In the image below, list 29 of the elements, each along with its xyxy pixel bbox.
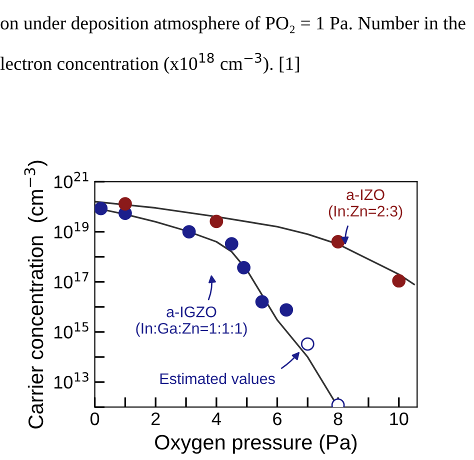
x-tick-label: 4 <box>212 412 221 426</box>
point <box>224 237 238 251</box>
y-tick-label: 10$^{19}$ <box>54 222 89 238</box>
point <box>392 274 406 288</box>
point <box>280 303 294 317</box>
x-tick-label: 2 <box>152 412 160 426</box>
y-tick-label: 10$^{13}$ <box>54 372 88 389</box>
x-tick-label: 6 <box>273 412 282 426</box>
point <box>255 295 269 309</box>
point <box>210 214 224 228</box>
point <box>182 225 196 238</box>
annotation: a-IZO (In:Zn=2:3) <box>328 189 402 220</box>
x-tick-label: 8 <box>334 412 342 426</box>
x-axis-title: Oxygen pressure (Pa) <box>155 434 357 454</box>
y-tick-label: 10$^{17}$ <box>54 272 88 288</box>
text: lectron concentration (x10$^{18}$ cm$^{−3}$). [1] <box>0 52 299 74</box>
text: on under deposition atmosphere of PO₂ = 1 Pa. Number in the <box>0 16 466 34</box>
point <box>300 337 314 351</box>
point <box>118 197 132 211</box>
y-axis-title: Carrier concentration (cm$^{−3}$) <box>24 160 48 428</box>
point <box>331 235 345 248</box>
annotation: a-IGZO (In:Ga:Zn=1:1:1) <box>136 306 247 337</box>
x-tick-label: 0 <box>90 412 100 426</box>
y-tick-label: 10$^{15}$ <box>54 322 88 339</box>
point <box>94 202 108 216</box>
annotation: Estimated values <box>160 372 275 384</box>
y-tick-label: 10$^{21}$ <box>54 172 88 188</box>
x-tick-label: 10 <box>390 412 408 426</box>
point <box>237 260 251 274</box>
